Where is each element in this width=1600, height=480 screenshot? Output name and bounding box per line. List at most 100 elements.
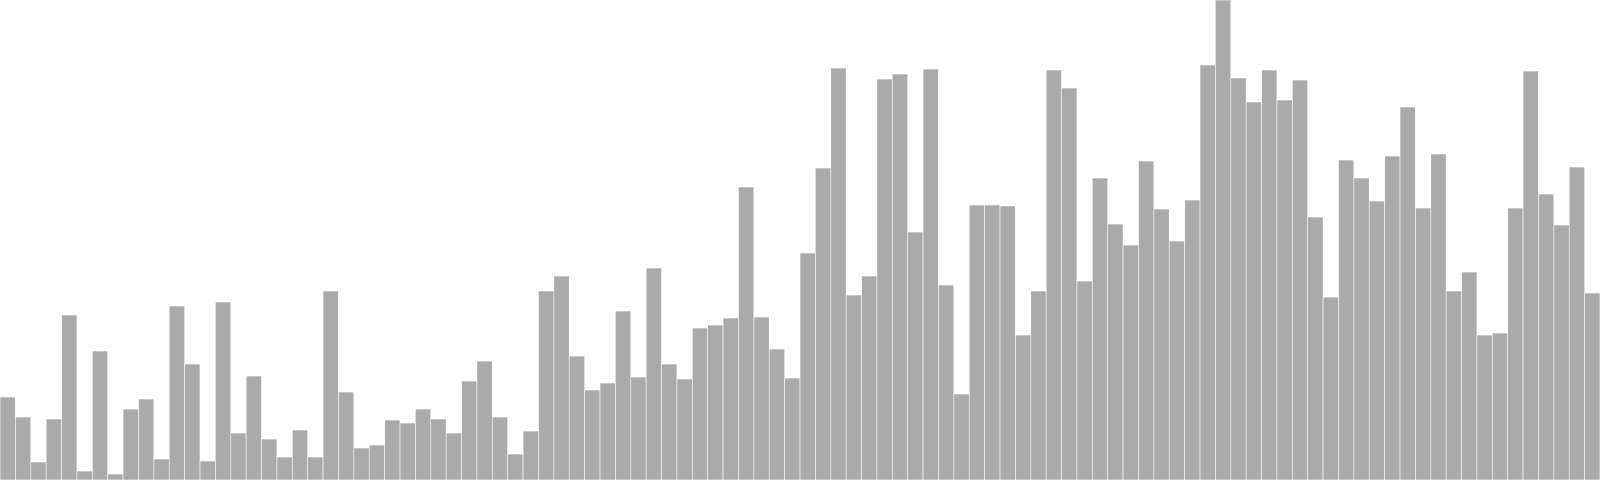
bar-93	[1430, 153, 1447, 480]
bar-37	[568, 355, 585, 480]
bar-76	[1168, 240, 1185, 480]
bar-97	[1492, 332, 1508, 480]
bar-24	[368, 444, 385, 480]
bar-57	[876, 78, 893, 480]
bar-33	[507, 453, 524, 480]
bar-23	[353, 447, 370, 480]
bar-20	[307, 456, 324, 480]
bar-15	[230, 432, 247, 480]
bar-29	[445, 432, 462, 480]
bar-96	[1476, 334, 1493, 480]
bar-94	[1445, 290, 1462, 480]
bar-60	[922, 68, 939, 480]
bar-30	[461, 380, 478, 480]
bar-71	[1092, 177, 1108, 480]
bar-6	[92, 350, 108, 480]
bar-34	[522, 430, 539, 480]
bar-50	[768, 348, 785, 480]
bar-36	[553, 275, 570, 480]
bar-103	[1584, 292, 1600, 480]
bar-17	[261, 438, 278, 480]
bar-51	[784, 377, 801, 480]
bar-40	[615, 310, 632, 480]
bar-19	[292, 429, 308, 480]
bar-7	[107, 473, 124, 480]
bar-45	[692, 327, 708, 480]
bar-3	[45, 418, 62, 480]
bar-85	[1307, 216, 1324, 480]
bar-70	[1076, 280, 1093, 480]
bar-35	[538, 290, 555, 480]
bar-54	[830, 67, 847, 480]
bar-5	[76, 470, 93, 480]
bar-16	[245, 375, 262, 480]
bar-58	[892, 73, 908, 480]
bar-64	[984, 204, 1001, 480]
bar-55	[845, 294, 862, 480]
bar-72	[1107, 223, 1124, 480]
bar-2	[30, 461, 47, 480]
bar-88	[1353, 177, 1370, 480]
bar-49	[753, 316, 770, 480]
bar-28	[430, 418, 447, 480]
bar-25	[384, 419, 401, 480]
bar-99	[1522, 70, 1539, 480]
bar-41	[630, 376, 647, 480]
bar-18	[276, 456, 293, 480]
bar-80	[1230, 77, 1247, 480]
bar-91	[1399, 106, 1416, 480]
bar-66	[1015, 334, 1032, 480]
bar-74	[1138, 160, 1155, 480]
bar-21	[322, 290, 339, 480]
bar-78	[1199, 64, 1216, 480]
bar-46	[707, 324, 724, 480]
bar-62	[953, 393, 970, 480]
bar-75	[1153, 208, 1170, 480]
bar-43	[661, 363, 678, 480]
bar-61	[938, 284, 955, 480]
bar-83	[1276, 99, 1293, 480]
bar-100	[1538, 193, 1555, 480]
bar-82	[1261, 69, 1278, 480]
bar-77	[1184, 199, 1201, 480]
bar-47	[722, 317, 739, 480]
bar-89	[1368, 200, 1385, 480]
bar-0	[0, 396, 16, 480]
bar-26	[399, 422, 416, 480]
bar-4	[61, 314, 78, 480]
bar-22	[338, 391, 355, 480]
bar-84	[1292, 79, 1308, 480]
bar-69	[1061, 87, 1078, 480]
bar-1	[15, 416, 32, 480]
bar-63	[968, 204, 985, 480]
bar-67	[1030, 290, 1047, 480]
bar-42	[645, 267, 662, 480]
bar-13	[199, 460, 216, 480]
bar-11	[168, 305, 185, 480]
bar-12	[184, 363, 201, 480]
bar-38	[584, 389, 601, 480]
bar-102	[1568, 166, 1585, 480]
bar-86	[1322, 296, 1339, 480]
bar-52	[799, 252, 816, 480]
bar-101	[1553, 224, 1570, 480]
bar-92	[1415, 207, 1432, 480]
bar-27	[415, 408, 432, 480]
bar-79	[1215, 0, 1232, 480]
bar-56	[861, 275, 878, 480]
bar-87	[1338, 159, 1355, 480]
bar-10	[153, 458, 170, 480]
bar-44	[676, 378, 693, 480]
bar-68	[1045, 69, 1062, 480]
bar-8	[122, 408, 139, 480]
bar-73	[1122, 244, 1139, 480]
bar-32	[492, 416, 508, 480]
bar-48	[738, 186, 755, 480]
bar-31	[476, 360, 493, 480]
bar-90	[1384, 155, 1401, 480]
bar-53	[815, 167, 832, 480]
bar-39	[599, 382, 616, 480]
bar-59	[907, 231, 924, 480]
bar-98	[1507, 207, 1524, 480]
